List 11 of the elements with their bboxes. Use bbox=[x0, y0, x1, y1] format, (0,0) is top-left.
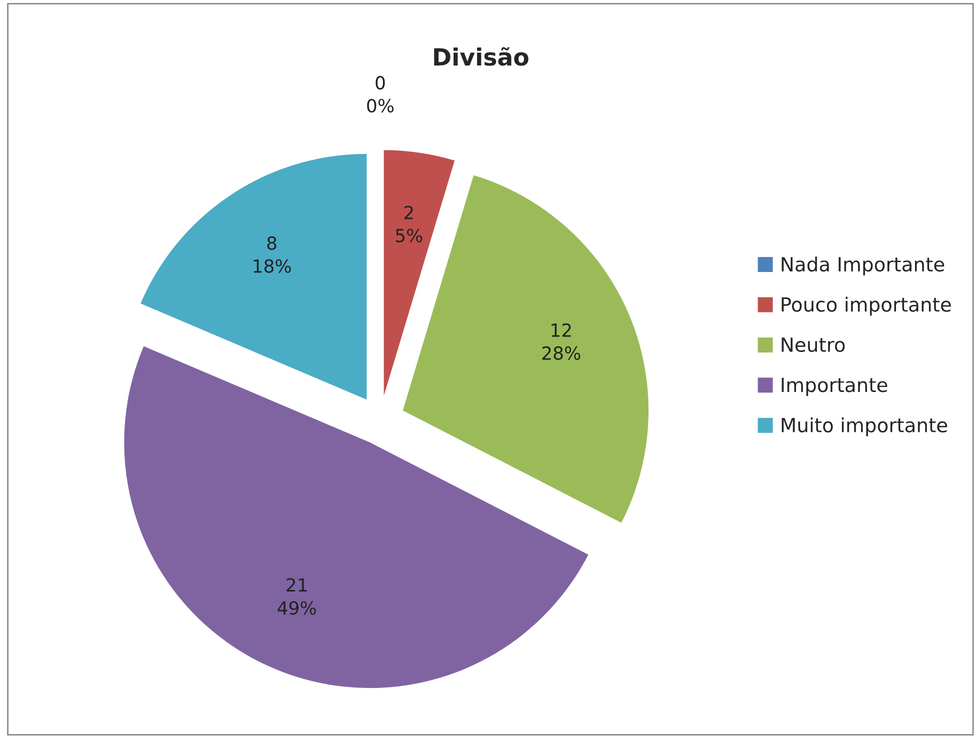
data-label: 8 18% bbox=[254, 236, 291, 273]
chart-title: Divisão bbox=[434, 47, 528, 66]
data-label: 2 5% bbox=[396, 206, 422, 242]
text: 0 0% bbox=[367, 76, 394, 113]
legend-label: Pouco importante bbox=[782, 296, 951, 316]
legend-label: Neutro bbox=[782, 338, 845, 352]
legend-label: Muito importante bbox=[782, 417, 948, 436]
data-label: 12 28% bbox=[542, 323, 580, 360]
legend-label: Nada Importante bbox=[782, 256, 944, 276]
data-label: 21 49% bbox=[278, 578, 316, 615]
legend-label: Importante bbox=[782, 378, 888, 396]
